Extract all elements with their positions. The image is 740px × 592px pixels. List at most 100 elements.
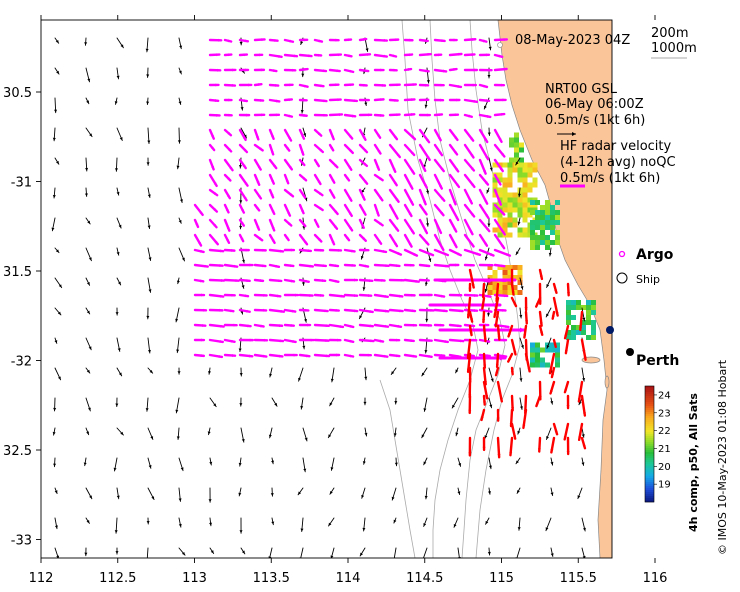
radar-arrow-head bbox=[426, 156, 430, 160]
sst-pixel bbox=[527, 162, 533, 168]
radar-arrow-head bbox=[394, 215, 398, 219]
sst-pixel bbox=[550, 342, 555, 348]
sst-pixel bbox=[512, 167, 518, 173]
radar-arrow-head bbox=[369, 310, 373, 313]
model-arrow-head bbox=[487, 132, 491, 136]
model-arrow bbox=[393, 547, 397, 558]
sst-pixel bbox=[512, 207, 518, 213]
radar-arrow-head bbox=[275, 83, 279, 87]
radar-arrow-head bbox=[474, 293, 478, 297]
model-arrow-head bbox=[488, 46, 492, 50]
radar-arrow-head bbox=[454, 113, 458, 117]
colorbar-cell bbox=[645, 394, 654, 397]
model-arrow-head bbox=[421, 434, 425, 438]
sst-pixel bbox=[535, 225, 540, 230]
radar-arrow-red-head bbox=[513, 351, 517, 355]
sst-pixel bbox=[517, 275, 523, 280]
radar-arrow-head bbox=[349, 227, 353, 231]
radar-arrow-head bbox=[457, 84, 461, 88]
radar-arrow-head bbox=[397, 324, 401, 328]
model-arrow-head bbox=[330, 467, 334, 471]
x-tick-label: 112.5 bbox=[99, 571, 136, 586]
radar-arrow-head bbox=[353, 99, 357, 103]
radar-arrow-head bbox=[438, 229, 442, 233]
radar-arrow-head bbox=[300, 151, 304, 155]
colorbar-tick-label: 20 bbox=[658, 462, 671, 473]
radar-arrow-head bbox=[200, 279, 204, 283]
radar-arrow-red-head bbox=[549, 369, 553, 374]
model-arrow-head bbox=[54, 525, 58, 529]
model-arrow-head bbox=[303, 133, 307, 137]
model-arrow-head bbox=[239, 225, 243, 229]
radar-arrow-head bbox=[304, 84, 308, 88]
colorbar-cell bbox=[645, 388, 654, 391]
sst-pixel bbox=[497, 227, 503, 233]
sst-pixel bbox=[555, 200, 560, 205]
radar-arrow-head bbox=[413, 323, 417, 327]
radar-arrow-head bbox=[470, 167, 474, 171]
sst-pixel bbox=[492, 177, 498, 183]
radar-arrow-head bbox=[485, 155, 489, 160]
radar-arrow-red-head bbox=[564, 350, 568, 354]
radar-arrow-head bbox=[349, 149, 353, 153]
radar-arrow-head bbox=[331, 240, 335, 245]
model-arrow-head bbox=[86, 520, 90, 524]
radar-arrow-head bbox=[483, 170, 486, 174]
radar-arrow-head bbox=[220, 324, 224, 328]
model-arrow-head bbox=[146, 520, 150, 525]
radar-arrow-head bbox=[227, 39, 232, 43]
model-arrow-head bbox=[517, 430, 521, 435]
sst-pixel bbox=[532, 162, 538, 168]
radar-arrow-red-head bbox=[537, 448, 541, 452]
radar-arrow-red-head bbox=[481, 294, 485, 298]
model-arrow-head bbox=[150, 436, 154, 440]
model-arrow-head bbox=[118, 372, 122, 376]
radar-arrow-head bbox=[396, 153, 400, 158]
model-arrow-head bbox=[175, 318, 179, 322]
radar-arrow-head bbox=[337, 338, 341, 342]
radar-arrow-head bbox=[249, 263, 253, 267]
model-arrow-head bbox=[51, 227, 55, 231]
radar-arrow-head bbox=[380, 98, 384, 102]
radar-arrow-head bbox=[320, 84, 324, 88]
radar-arrow-head bbox=[307, 249, 311, 253]
sst-pixel bbox=[502, 202, 508, 208]
model-arrow-head bbox=[300, 405, 304, 410]
sst-pixel bbox=[550, 230, 555, 235]
radar-arrow-head bbox=[233, 323, 237, 327]
model-arrow-head bbox=[239, 200, 243, 204]
model-arrow-head bbox=[86, 310, 90, 314]
sst-pixel bbox=[507, 212, 513, 218]
radar-arrow-head bbox=[286, 147, 290, 151]
radar-arrow-head bbox=[472, 83, 476, 87]
sst-pixel bbox=[517, 172, 523, 178]
radar-arrow-red-head bbox=[536, 402, 539, 407]
sst-pixel bbox=[540, 357, 545, 363]
radar-arrow-head bbox=[231, 248, 235, 252]
colorbar-cell bbox=[645, 434, 654, 437]
radar-arrow-head bbox=[348, 197, 352, 201]
radar-arrow-head bbox=[415, 279, 419, 283]
radar-arrow-head bbox=[263, 338, 267, 342]
radar-arrow-head bbox=[469, 200, 472, 204]
sst-pixel bbox=[492, 162, 498, 168]
model-arrow-head bbox=[209, 461, 213, 466]
radar-arrow-head bbox=[437, 136, 441, 141]
sst-pixel bbox=[545, 342, 550, 348]
radar-arrow-head bbox=[215, 83, 219, 87]
colorbar-cell bbox=[645, 472, 654, 475]
argo-label: Argo bbox=[636, 247, 674, 263]
model-name: NRT00 GSL bbox=[545, 82, 618, 97]
model-arrow-head bbox=[424, 350, 428, 354]
radar-arrow-head bbox=[453, 68, 457, 71]
radar-arrow-red-head bbox=[509, 452, 513, 456]
radar-arrow-head bbox=[485, 99, 490, 103]
sst-pixel bbox=[576, 330, 581, 335]
radar-arrow-head bbox=[396, 338, 400, 342]
radar-arrow-head bbox=[243, 53, 247, 57]
radar-arrow-head bbox=[453, 228, 457, 232]
model-arrow-head bbox=[213, 403, 217, 407]
radar-arrow-red-head bbox=[483, 364, 487, 368]
radar-arrow-head bbox=[304, 67, 308, 71]
radar-arrow-head bbox=[425, 83, 429, 87]
